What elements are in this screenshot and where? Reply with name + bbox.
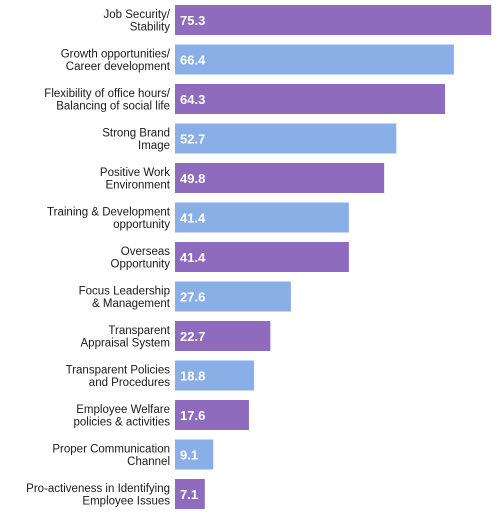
bar-value-label: 75.3 xyxy=(180,13,205,28)
category-label: Proper Communication Channel xyxy=(52,443,170,468)
category-label: Training & Development opportunity xyxy=(47,206,171,231)
bar xyxy=(175,123,397,154)
category-label: Transparent Appraisal System xyxy=(81,325,171,350)
bar-value-label: 41.4 xyxy=(180,211,206,226)
category-label: Transparent Policies and Procedures xyxy=(66,364,171,389)
bar xyxy=(175,163,385,193)
bar-value-label: 66.4 xyxy=(180,53,206,68)
category-label: Focus Leadership & Management xyxy=(79,285,171,310)
bar-value-label: 22.7 xyxy=(180,329,205,344)
bar xyxy=(175,44,454,75)
bars-group: 75.3 Job Security/Stability 66.4 Growth opp… xyxy=(26,5,492,509)
bar xyxy=(175,84,446,114)
bar xyxy=(175,281,291,312)
bar xyxy=(175,242,349,272)
category-label: Positive Work Environment xyxy=(100,167,171,192)
category-label: Employee Welfare policies & activities xyxy=(73,404,170,429)
bar xyxy=(175,202,349,233)
category-label: Job Security/Stability xyxy=(104,9,171,34)
bar-value-label: 17.6 xyxy=(180,408,205,423)
bar-value-label: 49.8 xyxy=(180,171,205,186)
bar xyxy=(175,439,214,470)
bar-value-label: 41.4 xyxy=(180,250,206,265)
bar xyxy=(175,479,205,509)
bar xyxy=(175,400,249,430)
category-label: Pro-activeness in Identifying Employee Is… xyxy=(26,483,170,508)
bar xyxy=(175,321,271,351)
category-label: Overseas Opportunity xyxy=(111,246,171,271)
bar-value-label: 18.8 xyxy=(180,369,205,384)
bar-value-label: 9.1 xyxy=(180,448,198,463)
bar-value-label: 7.1 xyxy=(180,487,198,502)
bar-value-label: 64.3 xyxy=(180,92,205,107)
bar xyxy=(175,360,254,391)
bar-value-label: 52.7 xyxy=(180,132,205,147)
bar xyxy=(175,5,492,35)
category-label: Flexibility of office hours/Balancing of… xyxy=(44,88,171,113)
category-label: Strong Brand Image xyxy=(102,127,170,152)
category-label: Growth opportunities/Career development xyxy=(61,48,171,73)
bar-value-label: 27.6 xyxy=(180,290,205,305)
